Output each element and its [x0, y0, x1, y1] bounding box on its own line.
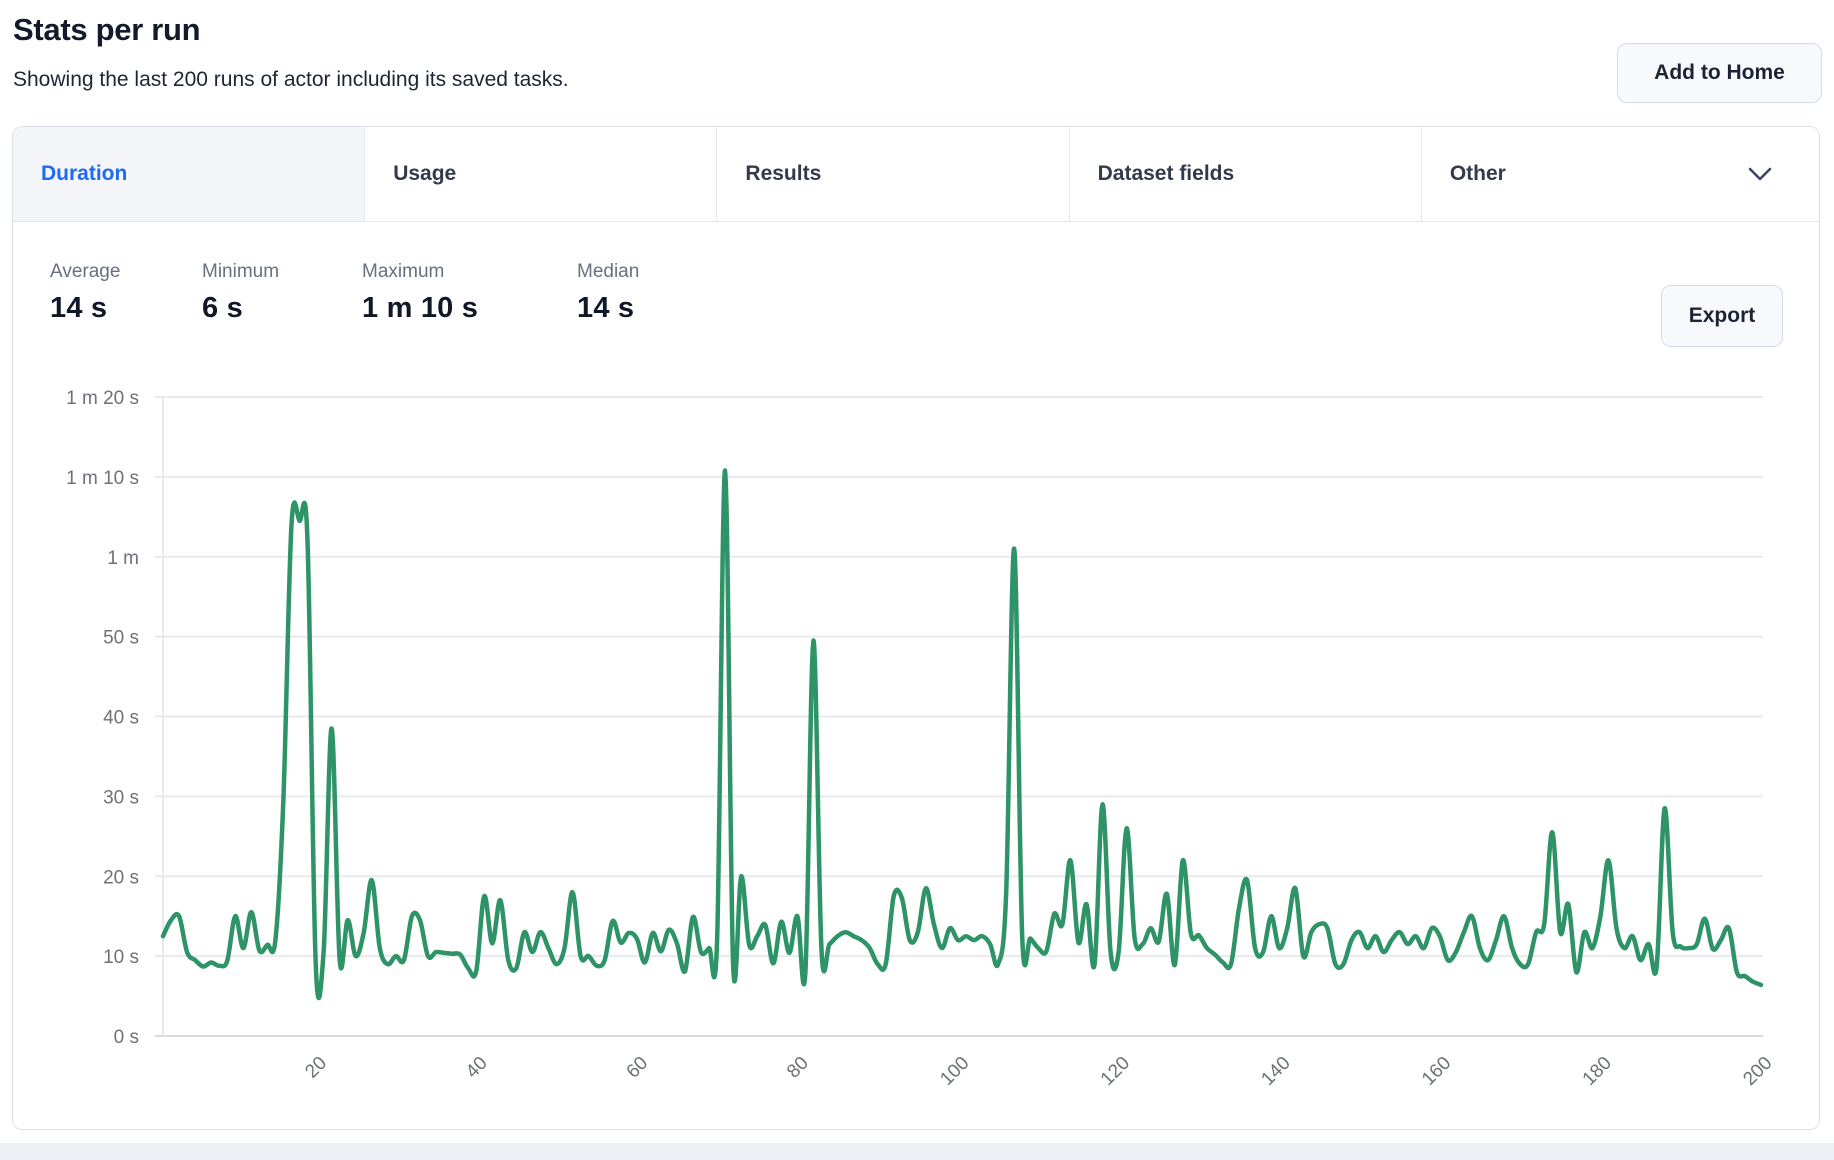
stat-average: Average 14 s: [50, 261, 120, 325]
tab-results[interactable]: Results: [717, 127, 1070, 221]
stat-average-label: Average: [50, 261, 121, 282]
x-tick-label: 20: [301, 1053, 331, 1083]
stat-average-value: 14 s: [50, 292, 108, 324]
tab-duration[interactable]: Duration: [13, 127, 366, 221]
duration-chart: 0 s 10 s 20 s 30 s 40 s 50 s 1 m 1 m 10 s 1 m 20…: [13, 361, 1821, 1131]
y-tick-label: 1 m 20 s: [66, 388, 139, 409]
tab-results-label: Results: [745, 162, 822, 185]
tab-other-label: Other: [1449, 162, 1506, 185]
export-button[interactable]: Export: [1661, 285, 1783, 347]
stat-maximum-label: Maximum: [362, 261, 445, 282]
duration-series-line: [160, 468, 1764, 1001]
stat-minimum: Minimum 6 s: [202, 261, 279, 325]
x-tick-label: 120: [1097, 1053, 1134, 1090]
stats-card: Duration Usage Results Dataset fields Ot…: [12, 126, 1820, 1130]
stat-minimum-label: Minimum: [202, 261, 280, 282]
x-tick-label: 60: [623, 1053, 653, 1083]
tab-dataset-fields-label: Dataset fields: [1097, 162, 1235, 185]
x-tick-label: 100: [936, 1053, 973, 1090]
y-tick-label: 0 s: [114, 1027, 139, 1048]
x-tick-label: 200: [1739, 1053, 1776, 1090]
tab-usage[interactable]: Usage: [365, 127, 718, 221]
stat-median: Median 14 s: [577, 261, 639, 325]
x-tick-label: 140: [1257, 1053, 1294, 1090]
add-to-home-button[interactable]: Add to Home: [1617, 43, 1822, 103]
tab-dataset-fields[interactable]: Dataset fields: [1069, 127, 1422, 221]
y-tick-label: 10 s: [103, 947, 139, 968]
tab-bar: Duration Usage Results Dataset fields Ot…: [13, 127, 1820, 222]
tab-duration-label: Duration: [41, 162, 128, 185]
page-section-divider: [0, 1143, 1834, 1160]
stat-minimum-value: 6 s: [202, 292, 243, 324]
stat-maximum: Maximum 1 m 10 s: [362, 261, 478, 325]
x-tick-label: 160: [1418, 1053, 1455, 1090]
stat-median-label: Median: [577, 261, 640, 282]
y-tick-label: 40 s: [103, 708, 139, 729]
tab-other[interactable]: Other: [1421, 127, 1820, 221]
y-tick-label: 20 s: [103, 867, 139, 888]
y-tick-label: 1 m: [107, 548, 139, 569]
x-tick-label: 40: [462, 1053, 492, 1083]
y-tick-label: 30 s: [103, 787, 139, 808]
stat-median-value: 14 s: [577, 292, 635, 324]
x-tick-label: 180: [1579, 1053, 1616, 1090]
y-tick-label: 50 s: [103, 628, 139, 649]
tab-usage-label: Usage: [393, 162, 457, 185]
y-tick-label: 1 m 10 s: [66, 468, 139, 489]
chevron-down-icon: [1748, 167, 1772, 181]
duration-line-chart: 0 s 10 s 20 s 30 s 40 s 50 s 1 m 1 m 10 s 1 m 20…: [66, 388, 1776, 1090]
x-tick-label: 80: [783, 1053, 813, 1083]
stat-maximum-value: 1 m 10 s: [362, 292, 479, 324]
page-subtitle: Showing the last 200 runs of actor inclu…: [13, 68, 569, 91]
page-title: Stats per run: [13, 12, 201, 47]
